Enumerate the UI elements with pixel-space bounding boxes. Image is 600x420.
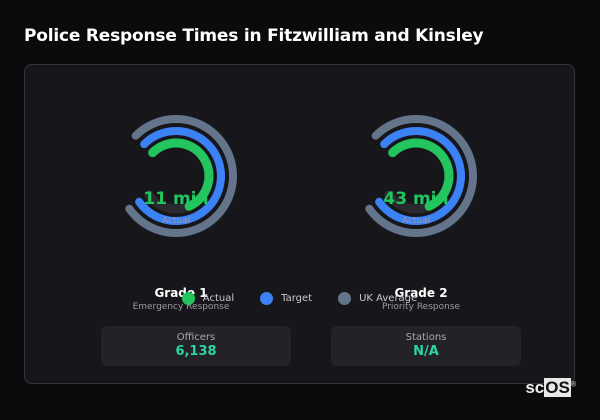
gauge-rings [365,115,477,237]
legend-item-uk-average: UK Average [338,292,417,305]
legend-item-target: Target [260,292,312,305]
gauge-rings [125,115,237,237]
legend-dot-icon [338,292,352,305]
stat-label: Stations [405,332,447,343]
scos-logo: scOS® [525,378,576,398]
gauge-name: Grade 2 [394,286,448,300]
target-arc [375,127,465,225]
target-arc [135,127,225,225]
legend-label: Target [281,293,313,304]
gauge-sub-label: Actual [401,216,431,226]
gauge-grade-1: 11 min Actual Grade 1 Emergency Response [106,106,256,312]
actual-arc [148,138,214,211]
legend-dot-icon [260,292,274,305]
legend-item-actual: Actual [181,292,235,305]
page-title: Police Response Times in Fitzwilliam and… [24,26,484,46]
uk-average-arc [125,115,237,237]
logo-text: OS [544,378,571,397]
legend-label: UK Average [359,293,418,304]
stat-officers: Officers 6,138 [101,326,291,366]
legend-label: Actual [202,293,235,304]
gauge-value: 43 min [383,189,449,209]
registered-mark: ® [570,381,576,389]
logo-text: sc [525,378,545,397]
legend: Actual Target UK Average [25,292,574,305]
gauge-description: Priority Response [381,302,461,312]
gauge-sub-label: Actual [161,216,191,226]
uk-average-arc [365,115,477,237]
stat-label: Officers [176,332,216,343]
actual-arc [388,138,454,211]
gauge-grade-2: 43 min Actual Grade 2 Priority Response [346,106,496,312]
legend-dot-icon [181,292,195,305]
dashboard-panel: 11 min Actual Grade 1 Emergency Response… [24,64,575,384]
stat-value: 6,138 [175,344,217,359]
stat-stations: Stations N/A [331,326,521,366]
stat-value: N/A [413,344,439,359]
gauge-description: Emergency Response [132,302,230,312]
gauge-value: 11 min [143,189,209,209]
